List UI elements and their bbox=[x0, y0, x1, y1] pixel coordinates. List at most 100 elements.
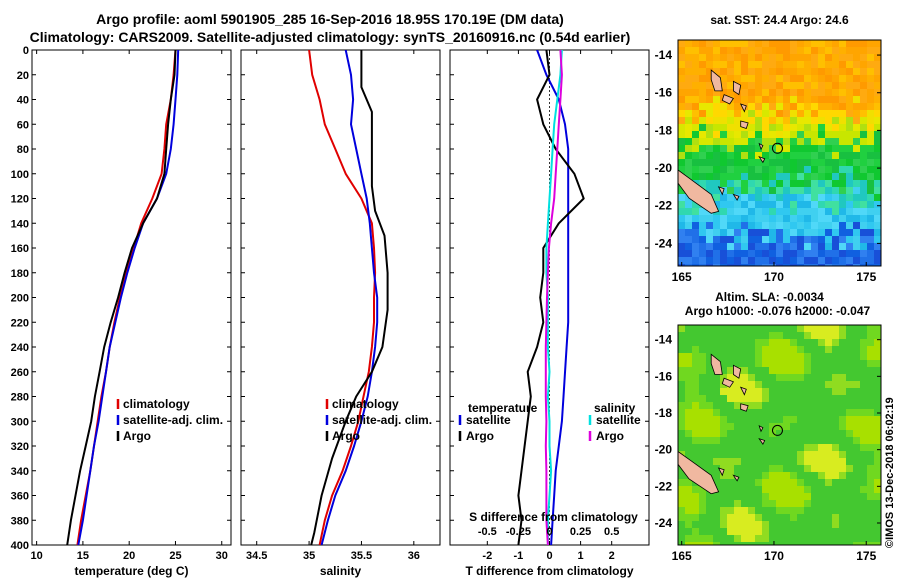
map-cell bbox=[811, 402, 818, 409]
map-cell bbox=[713, 388, 720, 395]
map-cell bbox=[797, 117, 804, 124]
map-cell bbox=[678, 89, 685, 96]
island bbox=[739, 386, 747, 396]
map-cell bbox=[713, 243, 720, 250]
map-cell bbox=[685, 339, 692, 346]
map-cell bbox=[874, 250, 881, 257]
map-cell bbox=[748, 374, 755, 381]
map-cell bbox=[769, 187, 776, 194]
map-cell bbox=[755, 332, 762, 339]
map-cell bbox=[825, 416, 832, 423]
map-cell bbox=[825, 493, 832, 500]
map-cell bbox=[804, 124, 811, 131]
map-cell bbox=[783, 117, 790, 124]
map-cell bbox=[776, 451, 783, 458]
map-cell bbox=[867, 507, 874, 514]
map-cell bbox=[741, 395, 748, 402]
map-cell bbox=[706, 367, 713, 374]
legend-entry: satellite bbox=[466, 413, 511, 427]
map-cell bbox=[860, 89, 867, 96]
map-cell bbox=[706, 514, 713, 521]
map-cell bbox=[678, 402, 685, 409]
map-cell bbox=[699, 159, 706, 166]
map-cell bbox=[741, 117, 748, 124]
depth-tick-label: 260 bbox=[11, 367, 29, 379]
map-cell bbox=[734, 500, 741, 507]
lat-tick-label: -16 bbox=[655, 369, 673, 383]
map-cell bbox=[797, 152, 804, 159]
map-cell bbox=[839, 257, 846, 264]
map-cell bbox=[769, 535, 776, 542]
map-cell bbox=[748, 68, 755, 75]
map-cell bbox=[853, 458, 860, 465]
map-cell bbox=[678, 75, 685, 82]
map-cell bbox=[839, 472, 846, 479]
map-cell bbox=[720, 180, 727, 187]
map-cell bbox=[734, 131, 741, 138]
map-cell bbox=[846, 409, 853, 416]
map-cell bbox=[846, 47, 853, 54]
map-cell bbox=[797, 229, 804, 236]
map-cell bbox=[706, 103, 713, 110]
map-cell bbox=[846, 388, 853, 395]
map-cell bbox=[734, 381, 741, 388]
map-cell bbox=[720, 201, 727, 208]
map-cell bbox=[818, 166, 825, 173]
map-cell bbox=[818, 542, 825, 545]
map-cell bbox=[790, 444, 797, 451]
map-cell bbox=[804, 96, 811, 103]
map-cell bbox=[874, 507, 881, 514]
map-cell bbox=[776, 117, 783, 124]
map-cell bbox=[790, 346, 797, 353]
map-cell bbox=[811, 117, 818, 124]
map-cell bbox=[853, 215, 860, 222]
map-cell bbox=[783, 325, 790, 332]
map-cell bbox=[748, 124, 755, 131]
map-cell bbox=[839, 402, 846, 409]
map-cell bbox=[860, 430, 867, 437]
map-cell bbox=[860, 173, 867, 180]
map-cell bbox=[748, 159, 755, 166]
map-cell bbox=[762, 187, 769, 194]
map-cell bbox=[790, 353, 797, 360]
map-cell bbox=[839, 486, 846, 493]
map-cell bbox=[839, 117, 846, 124]
map-cell bbox=[783, 61, 790, 68]
map-cell bbox=[755, 493, 762, 500]
map-cell bbox=[720, 229, 727, 236]
map-cell bbox=[804, 367, 811, 374]
map-cell bbox=[762, 166, 769, 173]
map-cell bbox=[853, 61, 860, 68]
map-cell bbox=[776, 542, 783, 545]
map-cell bbox=[790, 159, 797, 166]
map-cell bbox=[762, 388, 769, 395]
map-cell bbox=[734, 339, 741, 346]
map-cell bbox=[797, 264, 804, 266]
map-cell bbox=[839, 61, 846, 68]
map-cell bbox=[853, 145, 860, 152]
map-cell bbox=[790, 479, 797, 486]
map-cell bbox=[846, 458, 853, 465]
map-cell bbox=[720, 145, 727, 152]
map-cell bbox=[818, 374, 825, 381]
map-cell bbox=[720, 47, 727, 54]
map-cell bbox=[790, 521, 797, 528]
map-cell bbox=[769, 229, 776, 236]
map-cell bbox=[860, 500, 867, 507]
map-cell bbox=[769, 423, 776, 430]
map-cell bbox=[867, 61, 874, 68]
profile-location-marker bbox=[771, 142, 783, 154]
map-cell bbox=[790, 514, 797, 521]
map-cell bbox=[860, 381, 867, 388]
map-cell bbox=[874, 47, 881, 54]
map-cell bbox=[818, 236, 825, 243]
map-cell bbox=[797, 521, 804, 528]
map-cell bbox=[874, 346, 881, 353]
map-cell bbox=[790, 388, 797, 395]
map-cell bbox=[811, 395, 818, 402]
map-cell bbox=[720, 346, 727, 353]
map-cell bbox=[825, 68, 832, 75]
map-cell bbox=[699, 180, 706, 187]
map-cell bbox=[734, 465, 741, 472]
map-cell bbox=[706, 430, 713, 437]
